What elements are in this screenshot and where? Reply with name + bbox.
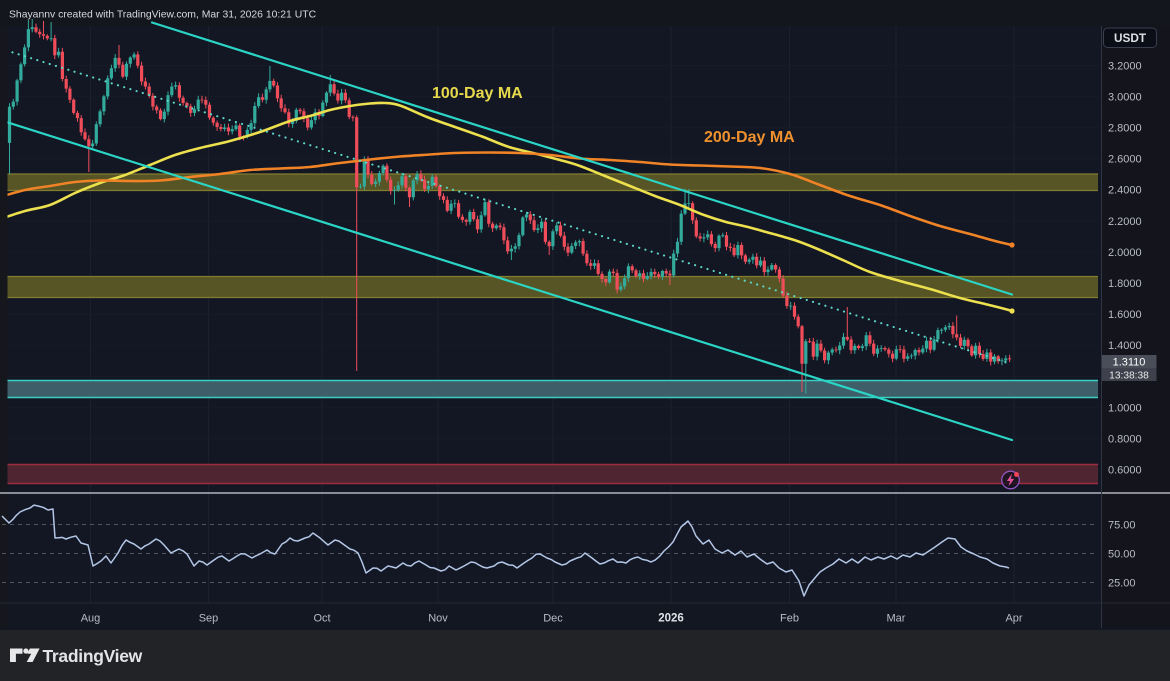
svg-text:Shayannv created with TradingV: Shayannv created with TradingView.com, M… bbox=[9, 10, 317, 21]
svg-text:0.6000: 0.6000 bbox=[1108, 465, 1142, 477]
svg-text:Nov: Nov bbox=[428, 613, 448, 625]
svg-text:2.8000: 2.8000 bbox=[1108, 123, 1142, 135]
svg-text:1.8000: 1.8000 bbox=[1108, 278, 1142, 290]
svg-text:Oct: Oct bbox=[313, 613, 330, 625]
svg-text:1.4000: 1.4000 bbox=[1108, 340, 1142, 352]
svg-text:3.0000: 3.0000 bbox=[1108, 91, 1142, 103]
svg-text:2026: 2026 bbox=[658, 613, 684, 625]
svg-text:TradingView: TradingView bbox=[43, 646, 143, 666]
svg-text:Aug: Aug bbox=[81, 613, 101, 625]
svg-text:Feb: Feb bbox=[780, 613, 799, 625]
svg-text:Mar: Mar bbox=[887, 613, 906, 625]
svg-text:0.8000: 0.8000 bbox=[1108, 434, 1142, 446]
svg-text:Sep: Sep bbox=[199, 613, 219, 625]
svg-text:2.6000: 2.6000 bbox=[1108, 154, 1142, 166]
svg-text:2.4000: 2.4000 bbox=[1108, 185, 1142, 197]
svg-text:1.6000: 1.6000 bbox=[1108, 309, 1142, 321]
svg-text:75.00: 75.00 bbox=[1108, 519, 1136, 531]
svg-text:1.3110: 1.3110 bbox=[1113, 357, 1146, 369]
svg-text:2.2000: 2.2000 bbox=[1108, 216, 1142, 228]
svg-text:200-Day MA: 200-Day MA bbox=[704, 129, 795, 146]
svg-text:100-Day MA: 100-Day MA bbox=[432, 85, 523, 102]
svg-text:USDT: USDT bbox=[1114, 31, 1147, 45]
svg-text:Apr: Apr bbox=[1005, 613, 1022, 625]
svg-text:1.0000: 1.0000 bbox=[1108, 402, 1142, 414]
svg-text:Dec: Dec bbox=[543, 613, 563, 625]
svg-text:3.2000: 3.2000 bbox=[1108, 60, 1142, 72]
svg-text:13:38:38: 13:38:38 bbox=[1109, 370, 1149, 381]
svg-text:50.00: 50.00 bbox=[1108, 548, 1136, 560]
svg-text:25.00: 25.00 bbox=[1108, 577, 1136, 589]
svg-text:2.0000: 2.0000 bbox=[1108, 247, 1142, 259]
